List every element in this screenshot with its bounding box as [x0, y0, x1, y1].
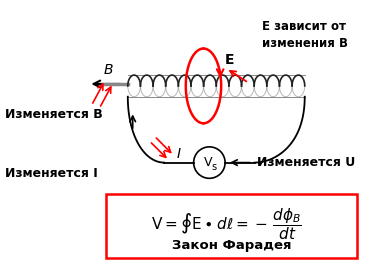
Text: Закон Фарадея: Закон Фарадея: [172, 239, 291, 252]
Text: Изменяется U: Изменяется U: [257, 155, 355, 168]
FancyBboxPatch shape: [106, 194, 357, 258]
Text: s: s: [212, 161, 217, 171]
Text: E зависит от
изменения В: E зависит от изменения В: [262, 20, 348, 50]
Text: В: В: [103, 63, 113, 77]
Text: V: V: [204, 156, 213, 169]
Text: $\mathrm{V} = \oint \mathrm{E} \bullet d\ell = -\,\dfrac{d\phi_B}{dt}$: $\mathrm{V} = \oint \mathrm{E} \bullet d…: [151, 206, 302, 242]
Text: Изменяется В: Изменяется В: [5, 108, 103, 121]
Text: Изменяется I: Изменяется I: [5, 167, 98, 180]
Text: I: I: [177, 147, 181, 161]
Text: E: E: [225, 53, 235, 67]
